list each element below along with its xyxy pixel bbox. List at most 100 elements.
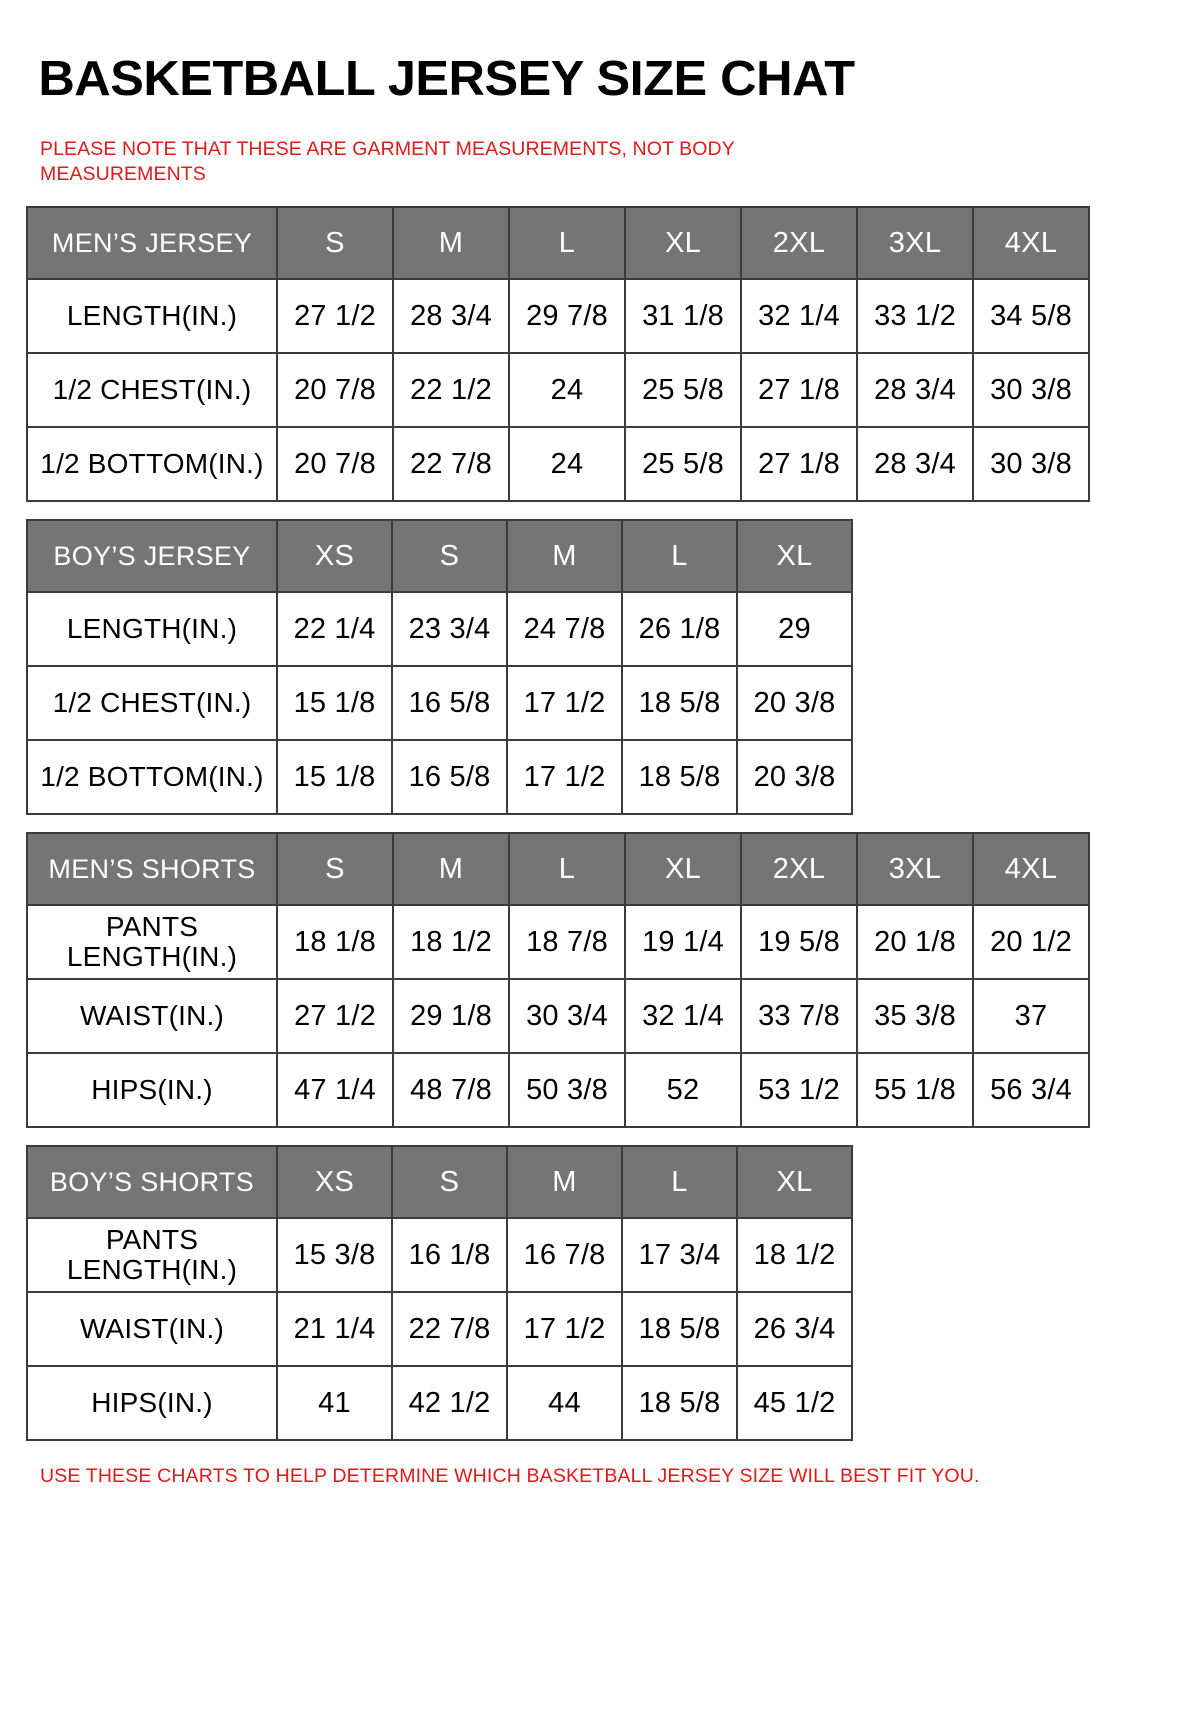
column-header-l: L [508,206,626,281]
table-row: HIPS(IN.) 41 42 1/2 44 18 5/8 45 1/2 [26,1365,853,1442]
row-label: 1/2 BOTTOM(IN.) [26,426,278,503]
measurement-cell: 27 1/2 [276,978,394,1055]
measurement-cell: 18 5/8 [621,1365,738,1442]
row-label: PANTS LENGTH(IN.) [26,1217,278,1294]
measurement-cell: 19 1/4 [624,904,742,981]
table-title-cell: BOY’S SHORTS [26,1145,278,1220]
table-header-row: MEN’S SHORTS S M L XL 2XL 3XL 4XL [26,832,1090,907]
size-table-mens-jersey: MEN’S JERSEY S M L XL 2XL 3XL 4XL LENGTH(IN.) 27 … [26,206,1090,503]
measurement-cell: 30 3/8 [972,352,1090,429]
measurement-cell: 20 7/8 [276,352,394,429]
measurement-cell: 16 5/8 [391,739,508,816]
row-label: WAIST(IN.) [26,978,278,1055]
column-header-xl: XL [624,206,742,281]
table-header-row: BOY’S SHORTS XS S M L XL [26,1145,853,1220]
size-table-mens-shorts: MEN’S SHORTS S M L XL 2XL 3XL 4XL PANTS LENGTH(I… [26,832,1090,1129]
measurement-cell: 27 1/2 [276,278,394,355]
measurement-cell: 22 1/2 [392,352,510,429]
measurement-cell: 16 7/8 [506,1217,623,1294]
column-header-s: S [391,519,508,594]
measurement-cell: 21 1/4 [276,1291,393,1368]
measurement-cell: 22 7/8 [391,1291,508,1368]
column-header-3xl: 3XL [856,206,974,281]
footer-note: USE THESE CHARTS TO HELP DETERMINE WHICH… [40,1465,980,1488]
column-header-l: L [621,1145,738,1220]
table-row: PANTS LENGTH(IN.) 18 1/8 18 1/2 18 7/8 19 1/… [26,904,1090,981]
measurement-cell: 18 1/2 [392,904,510,981]
measurement-cell: 25 5/8 [624,352,742,429]
measurement-cell: 26 3/4 [736,1291,853,1368]
measurement-cell: 27 1/8 [740,352,858,429]
measurement-cell: 42 1/2 [391,1365,508,1442]
table-title-cell: MEN’S SHORTS [26,832,278,907]
measurement-cell: 34 5/8 [972,278,1090,355]
measurement-cell: 50 3/8 [508,1052,626,1129]
measurement-cell: 45 1/2 [736,1365,853,1442]
table-row: 1/2 CHEST(IN.) 15 1/8 16 5/8 17 1/2 18 5/8 20… [26,665,853,742]
column-header-xs: XS [276,1145,393,1220]
table-header-row: MEN’S JERSEY S M L XL 2XL 3XL 4XL [26,206,1090,281]
measurement-cell: 17 1/2 [506,739,623,816]
page-title: BASKETBALL JERSEY SIZE CHAT [38,51,855,106]
measurement-cell: 47 1/4 [276,1052,394,1129]
column-header-l: L [621,519,738,594]
measurement-cell: 20 1/2 [972,904,1090,981]
measurement-cell: 48 7/8 [392,1052,510,1129]
measurement-cell: 17 1/2 [506,665,623,742]
measurement-cell: 28 3/4 [392,278,510,355]
column-header-m: M [392,832,510,907]
table-row: 1/2 BOTTOM(IN.) 15 1/8 16 5/8 17 1/2 18 5/8 2… [26,739,853,816]
measurement-cell: 52 [624,1052,742,1129]
column-header-s: S [276,832,394,907]
measurement-cell: 19 5/8 [740,904,858,981]
measurement-cell: 33 7/8 [740,978,858,1055]
row-label: LENGTH(IN.) [26,278,278,355]
measurement-cell: 26 1/8 [621,591,738,668]
measurement-cell: 28 3/4 [856,426,974,503]
measurement-cell: 20 7/8 [276,426,394,503]
measurement-cell: 24 [508,426,626,503]
measurement-cell: 32 1/4 [740,278,858,355]
measurement-cell: 24 [508,352,626,429]
measurement-cell: 15 3/8 [276,1217,393,1294]
column-header-xl: XL [624,832,742,907]
measurement-cell: 56 3/4 [972,1052,1090,1129]
table-row: 1/2 CHEST(IN.) 20 7/8 22 1/2 24 25 5/8 27 1/8… [26,352,1090,429]
measurement-cell: 53 1/2 [740,1052,858,1129]
column-header-m: M [506,1145,623,1220]
measurement-cell: 23 3/4 [391,591,508,668]
measurement-cell: 15 1/8 [276,739,393,816]
measurement-cell: 20 3/8 [736,665,853,742]
row-label: PANTS LENGTH(IN.) [26,904,278,981]
measurement-cell: 29 7/8 [508,278,626,355]
column-header-2xl: 2XL [740,832,858,907]
table-row: WAIST(IN.) 27 1/2 29 1/8 30 3/4 32 1/4 33 7/8… [26,978,1090,1055]
measurement-cell: 41 [276,1365,393,1442]
measurement-cell: 30 3/4 [508,978,626,1055]
table-row: HIPS(IN.) 47 1/4 48 7/8 50 3/8 52 53 1/2 55 1/… [26,1052,1090,1129]
measurement-cell: 16 1/8 [391,1217,508,1294]
measurement-cell: 18 5/8 [621,665,738,742]
column-header-l: L [508,832,626,907]
column-header-4xl: 4XL [972,206,1090,281]
row-label: WAIST(IN.) [26,1291,278,1368]
table-row: 1/2 BOTTOM(IN.) 20 7/8 22 7/8 24 25 5/8 27 1/… [26,426,1090,503]
measurement-cell: 29 1/8 [392,978,510,1055]
size-table-boys-shorts: BOY’S SHORTS XS S M L XL PANTS LENGTH(IN.) 15 3… [26,1145,853,1442]
measurement-cell: 16 5/8 [391,665,508,742]
column-header-3xl: 3XL [856,832,974,907]
measurement-cell: 33 1/2 [856,278,974,355]
measurement-cell: 17 3/4 [621,1217,738,1294]
row-label: HIPS(IN.) [26,1052,278,1129]
size-table-boys-jersey: BOY’S JERSEY XS S M L XL LENGTH(IN.) 22 1/4 23 3… [26,519,853,816]
column-header-m: M [506,519,623,594]
measurement-cell: 24 7/8 [506,591,623,668]
table-title-cell: BOY’S JERSEY [26,519,278,594]
table-row: LENGTH(IN.) 22 1/4 23 3/4 24 7/8 26 1/8 29 [26,591,853,668]
measurement-cell: 55 1/8 [856,1052,974,1129]
measurement-cell: 18 1/8 [276,904,394,981]
table-row: LENGTH(IN.) 27 1/2 28 3/4 29 7/8 31 1/8 32 1/… [26,278,1090,355]
measurement-cell: 17 1/2 [506,1291,623,1368]
table-title-cell: MEN’S JERSEY [26,206,278,281]
column-header-2xl: 2XL [740,206,858,281]
